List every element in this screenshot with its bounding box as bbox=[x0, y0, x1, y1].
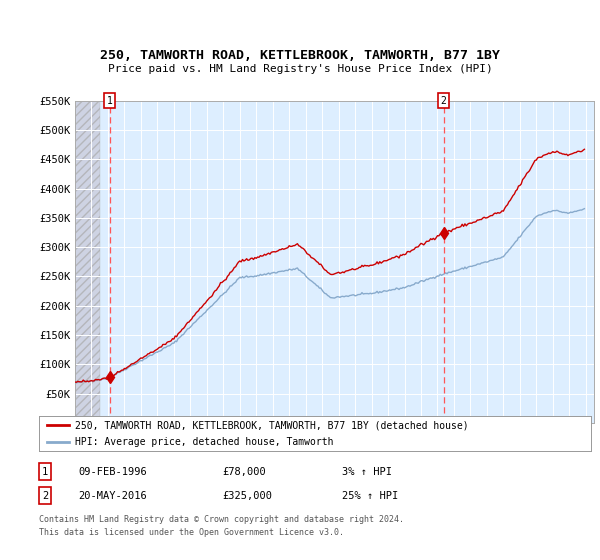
Text: Price paid vs. HM Land Registry's House Price Index (HPI): Price paid vs. HM Land Registry's House … bbox=[107, 64, 493, 74]
Text: This data is licensed under the Open Government Licence v3.0.: This data is licensed under the Open Gov… bbox=[39, 528, 344, 537]
Text: 20-MAY-2016: 20-MAY-2016 bbox=[78, 491, 147, 501]
Bar bbox=[75, 101, 100, 423]
Text: 2: 2 bbox=[42, 491, 48, 501]
Text: 2: 2 bbox=[440, 96, 446, 106]
Text: 25% ↑ HPI: 25% ↑ HPI bbox=[342, 491, 398, 501]
Text: HPI: Average price, detached house, Tamworth: HPI: Average price, detached house, Tamw… bbox=[75, 437, 334, 447]
Text: 250, TAMWORTH ROAD, KETTLEBROOK, TAMWORTH, B77 1BY (detached house): 250, TAMWORTH ROAD, KETTLEBROOK, TAMWORT… bbox=[75, 421, 469, 431]
Text: 1: 1 bbox=[107, 96, 113, 106]
Text: 3% ↑ HPI: 3% ↑ HPI bbox=[342, 466, 392, 477]
Text: 250, TAMWORTH ROAD, KETTLEBROOK, TAMWORTH, B77 1BY: 250, TAMWORTH ROAD, KETTLEBROOK, TAMWORT… bbox=[100, 49, 500, 62]
Text: Contains HM Land Registry data © Crown copyright and database right 2024.: Contains HM Land Registry data © Crown c… bbox=[39, 515, 404, 524]
Text: £325,000: £325,000 bbox=[222, 491, 272, 501]
Text: £78,000: £78,000 bbox=[222, 466, 266, 477]
Text: 09-FEB-1996: 09-FEB-1996 bbox=[78, 466, 147, 477]
Text: 1: 1 bbox=[42, 466, 48, 477]
